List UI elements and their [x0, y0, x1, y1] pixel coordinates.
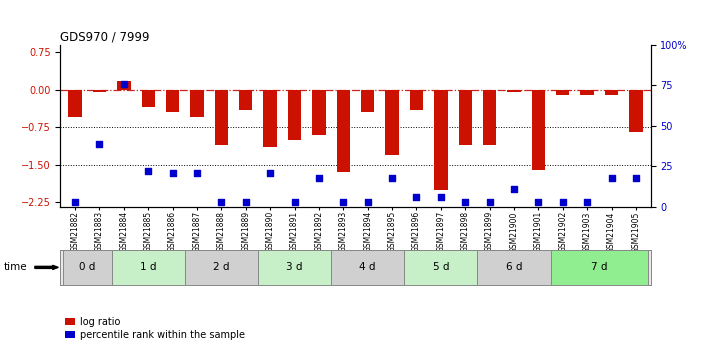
Point — [435, 195, 447, 200]
Bar — [68, 90, 82, 117]
Text: time: time — [4, 263, 27, 272]
Point — [557, 199, 569, 205]
Bar — [550, 250, 648, 285]
Text: 7 d: 7 d — [591, 263, 608, 272]
Bar — [288, 90, 301, 140]
Text: 3 d: 3 d — [287, 263, 303, 272]
Bar — [312, 90, 326, 135]
Text: 5 d: 5 d — [432, 263, 449, 272]
Point — [606, 175, 617, 180]
Point — [386, 175, 397, 180]
Bar — [336, 90, 350, 172]
Point — [191, 170, 203, 176]
Point — [362, 199, 373, 205]
Text: 0 d: 0 d — [79, 263, 95, 272]
Bar — [405, 250, 477, 285]
Point — [508, 186, 520, 192]
Bar — [215, 90, 228, 145]
Bar — [580, 90, 594, 95]
Point — [411, 195, 422, 200]
Point — [289, 199, 300, 205]
Bar — [239, 90, 252, 110]
Bar — [117, 81, 131, 90]
Bar — [92, 90, 106, 92]
Bar — [434, 90, 447, 189]
Bar — [629, 90, 643, 132]
Point — [459, 199, 471, 205]
Point — [264, 170, 276, 176]
Bar — [459, 90, 472, 145]
Point — [118, 81, 129, 87]
Point — [240, 199, 252, 205]
Bar — [166, 90, 179, 112]
Bar — [410, 90, 423, 110]
Bar — [532, 90, 545, 170]
Point — [630, 175, 641, 180]
Point — [484, 199, 496, 205]
Bar — [508, 90, 520, 92]
Bar — [361, 90, 375, 112]
Point — [94, 141, 105, 147]
Bar — [483, 90, 496, 145]
Bar — [258, 250, 331, 285]
Bar — [112, 250, 185, 285]
Bar — [185, 250, 258, 285]
Bar — [605, 90, 619, 95]
Bar — [63, 250, 112, 285]
Bar — [191, 90, 203, 117]
Point — [215, 199, 227, 205]
Bar — [141, 90, 155, 107]
Bar — [556, 90, 570, 95]
Bar — [477, 250, 550, 285]
Text: GDS970 / 7999: GDS970 / 7999 — [60, 31, 150, 44]
Point — [582, 199, 593, 205]
Legend: log ratio, percentile rank within the sample: log ratio, percentile rank within the sa… — [65, 317, 245, 340]
Text: 2 d: 2 d — [213, 263, 230, 272]
Point — [314, 175, 325, 180]
Text: 6 d: 6 d — [506, 263, 523, 272]
Point — [142, 169, 154, 174]
Point — [70, 199, 81, 205]
Bar — [264, 90, 277, 147]
Bar — [331, 250, 405, 285]
Point — [533, 199, 544, 205]
Text: 4 d: 4 d — [360, 263, 376, 272]
Text: 1 d: 1 d — [140, 263, 156, 272]
Bar — [385, 90, 399, 155]
Point — [167, 170, 178, 176]
Point — [338, 199, 349, 205]
